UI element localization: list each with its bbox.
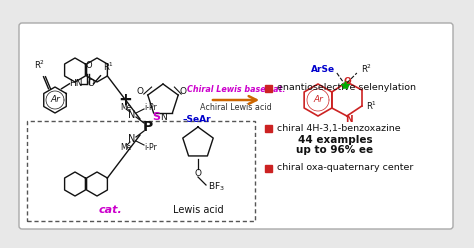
Text: N: N xyxy=(161,113,167,122)
Bar xyxy=(265,125,272,132)
Text: R$^1$: R$^1$ xyxy=(366,100,377,112)
Text: N: N xyxy=(128,134,136,144)
Text: R$^2$: R$^2$ xyxy=(361,63,372,75)
Text: R$^1$: R$^1$ xyxy=(103,60,115,73)
Text: S: S xyxy=(152,112,160,122)
Text: Chiral Lewis base cat.: Chiral Lewis base cat. xyxy=(187,86,285,94)
Text: Lewis acid: Lewis acid xyxy=(173,205,223,215)
Text: i-Pr: i-Pr xyxy=(144,102,157,112)
Text: chiral 4H-3,1-benzoxazine: chiral 4H-3,1-benzoxazine xyxy=(277,124,401,132)
Text: BF$_3$: BF$_3$ xyxy=(208,181,225,193)
Text: 44 examples: 44 examples xyxy=(298,135,372,145)
Text: HN: HN xyxy=(69,79,82,88)
Text: N: N xyxy=(128,110,136,120)
Text: Ar: Ar xyxy=(313,95,323,104)
Text: Ar: Ar xyxy=(50,95,60,104)
Text: i-Pr: i-Pr xyxy=(144,143,157,152)
Text: Me: Me xyxy=(120,102,132,112)
Text: Me: Me xyxy=(120,143,132,152)
Bar xyxy=(265,85,272,92)
Text: O: O xyxy=(180,87,187,95)
FancyBboxPatch shape xyxy=(27,121,255,221)
FancyBboxPatch shape xyxy=(19,23,453,229)
Text: O: O xyxy=(137,87,143,95)
Text: enantioselective selenylation: enantioselective selenylation xyxy=(277,84,416,93)
Text: R$^2$: R$^2$ xyxy=(34,58,45,71)
Text: P: P xyxy=(143,120,153,134)
Text: chiral oxa-quaternary center: chiral oxa-quaternary center xyxy=(277,163,413,173)
Text: –SeAr: –SeAr xyxy=(183,115,211,124)
Text: O: O xyxy=(344,76,352,86)
Text: N: N xyxy=(345,115,353,124)
Bar xyxy=(265,165,272,172)
Text: Achiral Lewis acid: Achiral Lewis acid xyxy=(200,103,272,113)
Text: O: O xyxy=(88,79,95,88)
Text: O: O xyxy=(85,61,92,70)
Text: cat.: cat. xyxy=(98,205,122,215)
Text: up to 96% ee: up to 96% ee xyxy=(296,145,374,155)
Text: +: + xyxy=(118,91,132,109)
Text: ArSe: ArSe xyxy=(311,64,335,73)
Text: O: O xyxy=(194,168,201,178)
